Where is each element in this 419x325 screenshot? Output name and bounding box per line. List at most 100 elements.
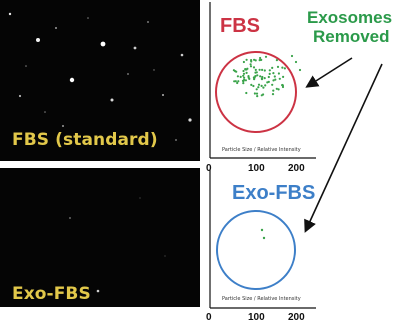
fbs-particle-dot (250, 59, 253, 62)
exo-fbs-particle-field (69, 197, 166, 293)
fbs-particle-dot (232, 69, 235, 72)
fbs-particle-dot (264, 55, 268, 58)
fbs-particle-dot (245, 71, 248, 74)
fbs-particle-dot (259, 75, 262, 78)
fbs-particle-dot (278, 77, 281, 80)
fbs-particle-dot (249, 63, 252, 66)
fbs-particle-dot (245, 58, 248, 61)
exo-particle-dot (260, 228, 264, 232)
fbs-microscopy-image: FBS (standard) (0, 0, 200, 161)
fbs-particle-dot (255, 92, 259, 95)
fbs-particle-dot (281, 66, 284, 69)
arrow-to-fbs (305, 57, 353, 88)
fbs-particle-dot (236, 75, 239, 78)
fbs-particle-dot (250, 83, 253, 86)
fbs-standard-label: FBS (standard) (12, 130, 158, 150)
fbs-particle-dot (249, 65, 253, 68)
fbs-particle-dot (258, 68, 261, 71)
fbs-particle-dot (256, 95, 259, 98)
fbs-particle-dot (282, 75, 285, 78)
fbs-particle-dot (242, 82, 245, 85)
fbs-particle-dot (298, 68, 302, 72)
fbs-particle-dot (239, 75, 242, 78)
fbs-particle-dot (256, 74, 259, 77)
fbs-particle-dot (245, 91, 248, 95)
fbs-particle-dot (254, 59, 257, 62)
fbs-particle-dot (281, 83, 284, 87)
plot-graphics (209, 2, 383, 309)
exo-x-axis-caption: Particle Size / Relative Intensity (222, 296, 301, 302)
fbs-particle-dot (271, 83, 274, 86)
fbs-particle-dot (254, 71, 257, 74)
fbs-particle-dot (272, 72, 275, 75)
fbs-particle-dot (260, 84, 263, 87)
fbs-tick-0: 0 (206, 163, 212, 174)
fbs-particle-dot (261, 75, 264, 79)
exo-particle-dot (262, 236, 266, 240)
fbs-particle-dot (258, 59, 261, 62)
fbs-distribution-circle (215, 51, 297, 133)
fbs-particle-dot (274, 78, 277, 81)
fbs-particle-dot (261, 68, 264, 71)
fbs-tick-200: 200 (288, 163, 305, 174)
fbs-particle-dot (262, 86, 265, 89)
fbs-particle-field (8, 12, 192, 141)
fbs-particle-dots (232, 54, 302, 98)
exo-tick-200: 200 (288, 312, 305, 323)
size-distribution-plots: FBS Exo-FBS Exosomes Removed Particle Si… (204, 0, 419, 325)
fbs-tick-100: 100 (248, 163, 265, 174)
fbs-particle-dot (237, 80, 240, 83)
fbs-particle-dot (244, 79, 247, 82)
removed-label: Removed (313, 27, 390, 46)
fbs-particle-dot (242, 74, 245, 77)
fbs-particle-dot (294, 60, 298, 64)
fbs-particle-dot (277, 72, 280, 75)
fbs-particle-dot (242, 69, 245, 73)
exo-distribution-circle (216, 210, 296, 290)
fbs-particle-dot (252, 84, 255, 88)
fbs-particle-dot (271, 66, 274, 69)
exo-tick-0: 0 (206, 312, 212, 323)
exo-fbs-microscopy-image: Exo-FBS (0, 168, 200, 307)
fbs-particle-dot (275, 59, 278, 62)
fbs-particle-dot (273, 75, 276, 78)
fbs-particle-dot (242, 60, 245, 64)
fbs-particle-dot (263, 69, 266, 72)
fbs-particle-dot (257, 86, 260, 89)
fbs-particle-dot (259, 56, 262, 60)
fbs-particle-dot (290, 54, 294, 58)
fbs-particle-dot (267, 75, 270, 79)
fbs-particle-dot (257, 83, 261, 86)
fbs-particle-dot (255, 88, 258, 91)
fbs-particle-dot (253, 76, 256, 79)
arrow-to-exo-fbs (304, 63, 383, 233)
fbs-particle-dot (275, 87, 278, 90)
fbs-particle-dot (272, 79, 275, 82)
fbs-particle-dot (268, 72, 271, 75)
exo-fbs-plot-title: Exo-FBS (232, 182, 316, 204)
fbs-particle-dot (252, 66, 256, 69)
fbs-particle-dot (283, 67, 286, 70)
fbs-particle-dot (244, 68, 247, 71)
fbs-particle-dot (262, 93, 265, 96)
exosomes-label: Exosomes (307, 8, 393, 27)
fbs-particle-dot (277, 88, 280, 91)
fbs-particle-dot (242, 72, 246, 75)
fbs-particle-dot (266, 81, 269, 84)
fbs-particle-dot (268, 69, 271, 72)
fbs-particle-dot (236, 81, 239, 85)
fbs-particle-dot (271, 93, 275, 96)
fbs-particle-dot (243, 78, 246, 81)
exo-fbs-label: Exo-FBS (12, 284, 91, 304)
fbs-particle-dot (264, 84, 267, 87)
fbs-particle-dot (247, 76, 250, 79)
exo-particle-dots (260, 228, 266, 240)
fbs-plot-title: FBS (220, 15, 260, 37)
fbs-particle-dot (243, 76, 246, 79)
fbs-particle-dot (272, 89, 275, 92)
fbs-particle-dot (254, 68, 257, 71)
fbs-particle-dot (281, 85, 285, 89)
fbs-x-axis-caption: Particle Size / Relative Intensity (222, 147, 301, 153)
exo-tick-100: 100 (248, 312, 265, 323)
fbs-particle-dot (246, 67, 249, 70)
